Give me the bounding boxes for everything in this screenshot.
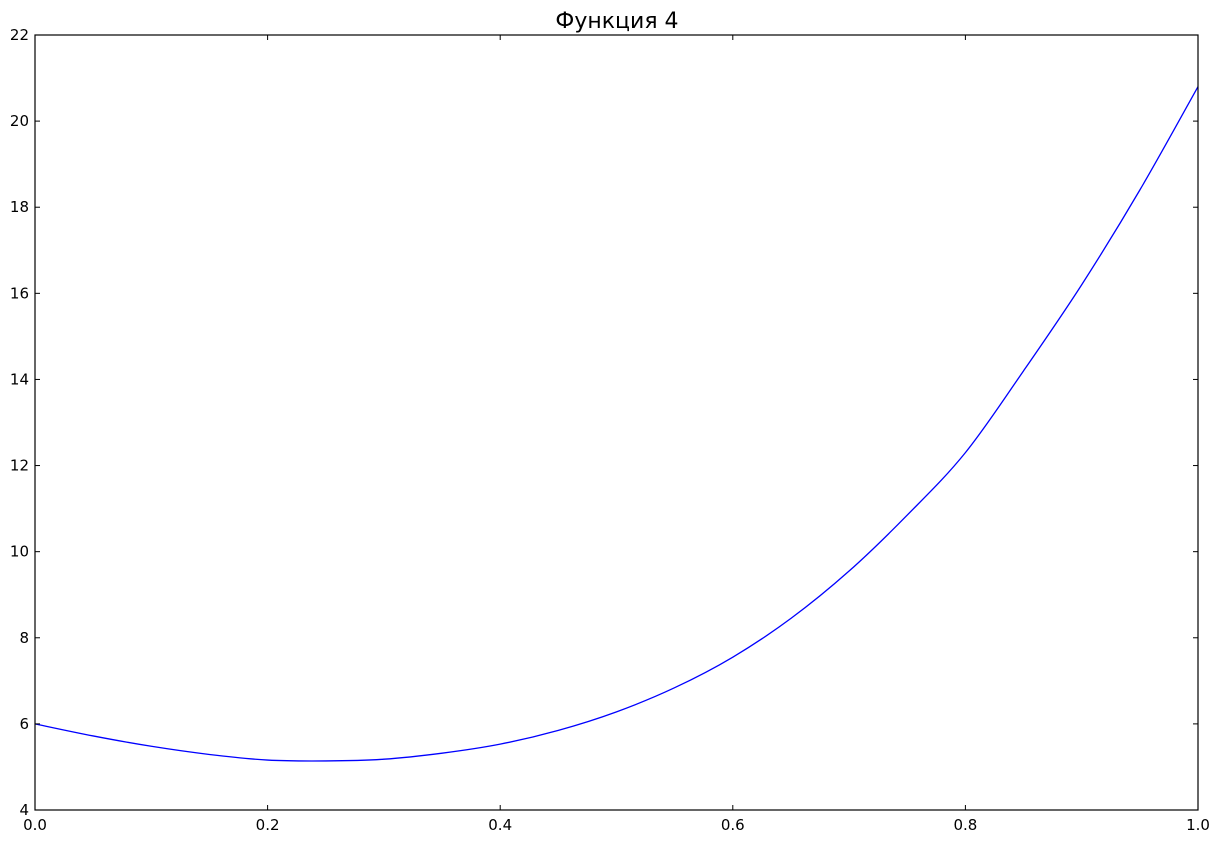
x-tick-label: 0.0 (23, 816, 47, 834)
chart-title: Функция 4 (555, 9, 678, 34)
y-tick-label: 18 (10, 198, 29, 216)
x-tick-label: 0.2 (256, 816, 280, 834)
plot-frame (34, 34, 1199, 811)
y-tick-label: 8 (19, 629, 29, 647)
x-tick-label: 0.6 (721, 816, 745, 834)
ticks-layer: 0.0 0.2 0.4 0.6 0.8 1.0 4 6 8 10 12 14 16 18 20 22 (10, 26, 1210, 834)
x-tick-label: 0.4 (488, 816, 512, 834)
y-tick-label: 22 (10, 26, 29, 44)
x-tick-label: 1.0 (1186, 816, 1210, 834)
y-tick-label: 20 (10, 112, 29, 130)
y-tick-label: 10 (10, 543, 29, 561)
y-tick-label: 14 (10, 370, 29, 388)
y-tick-label: 4 (19, 801, 29, 819)
series-line (34, 86, 1199, 762)
y-tick-label: 12 (10, 457, 29, 475)
x-tick-label: 0.8 (953, 816, 977, 834)
y-tick-label: 6 (19, 715, 29, 733)
plot-series-layer (34, 86, 1199, 762)
y-tick-label: 16 (10, 284, 29, 302)
